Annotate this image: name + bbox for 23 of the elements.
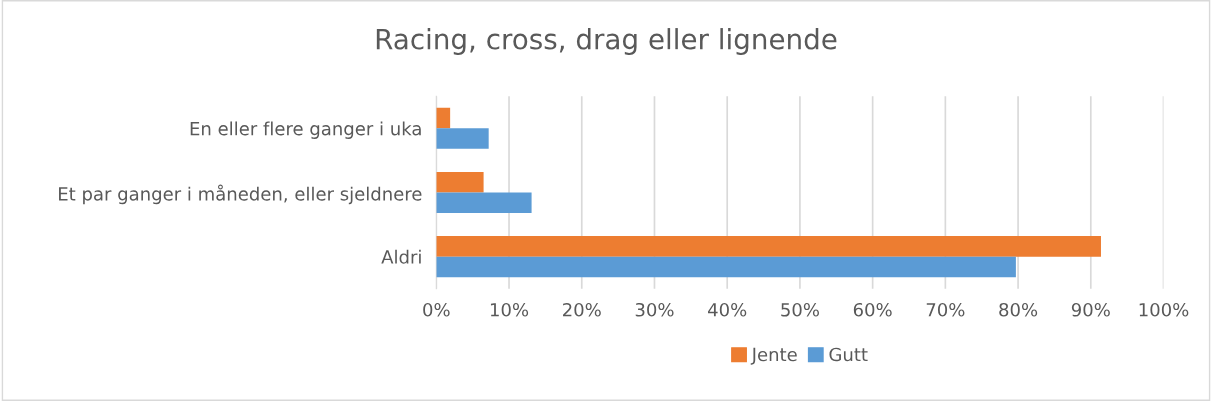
x-tick-label: 20% (563, 302, 601, 317)
x-tick-label: 40% (708, 302, 747, 317)
bar (436, 128, 489, 149)
x-tick-label: 100% (1139, 302, 1189, 317)
bar (436, 171, 484, 193)
y-tick-label: Aldri (381, 249, 421, 264)
x-tick-label: 90% (1071, 302, 1110, 317)
chart-title: Racing, cross, drag eller lignende (376, 28, 837, 55)
x-tick-label: 70% (926, 302, 965, 317)
bar (436, 107, 451, 129)
bar (436, 236, 1101, 257)
y-tick-label: Et par ganger i måneden, eller sjeldnere (59, 184, 422, 205)
y-tick-label: En eller flere ganger i uka (190, 121, 421, 139)
x-tick-label: 10% (490, 302, 529, 317)
legend-label: Gutt (829, 347, 868, 362)
legend-label: Jente (750, 347, 797, 365)
bar (436, 256, 1016, 278)
x-tick-label: 30% (635, 302, 674, 317)
x-tick-label: 50% (781, 302, 819, 317)
x-tick-label: 80% (999, 302, 1038, 317)
x-tick-label: 60% (853, 302, 892, 317)
x-tick-label: 0% (423, 302, 450, 317)
bar (436, 192, 532, 214)
